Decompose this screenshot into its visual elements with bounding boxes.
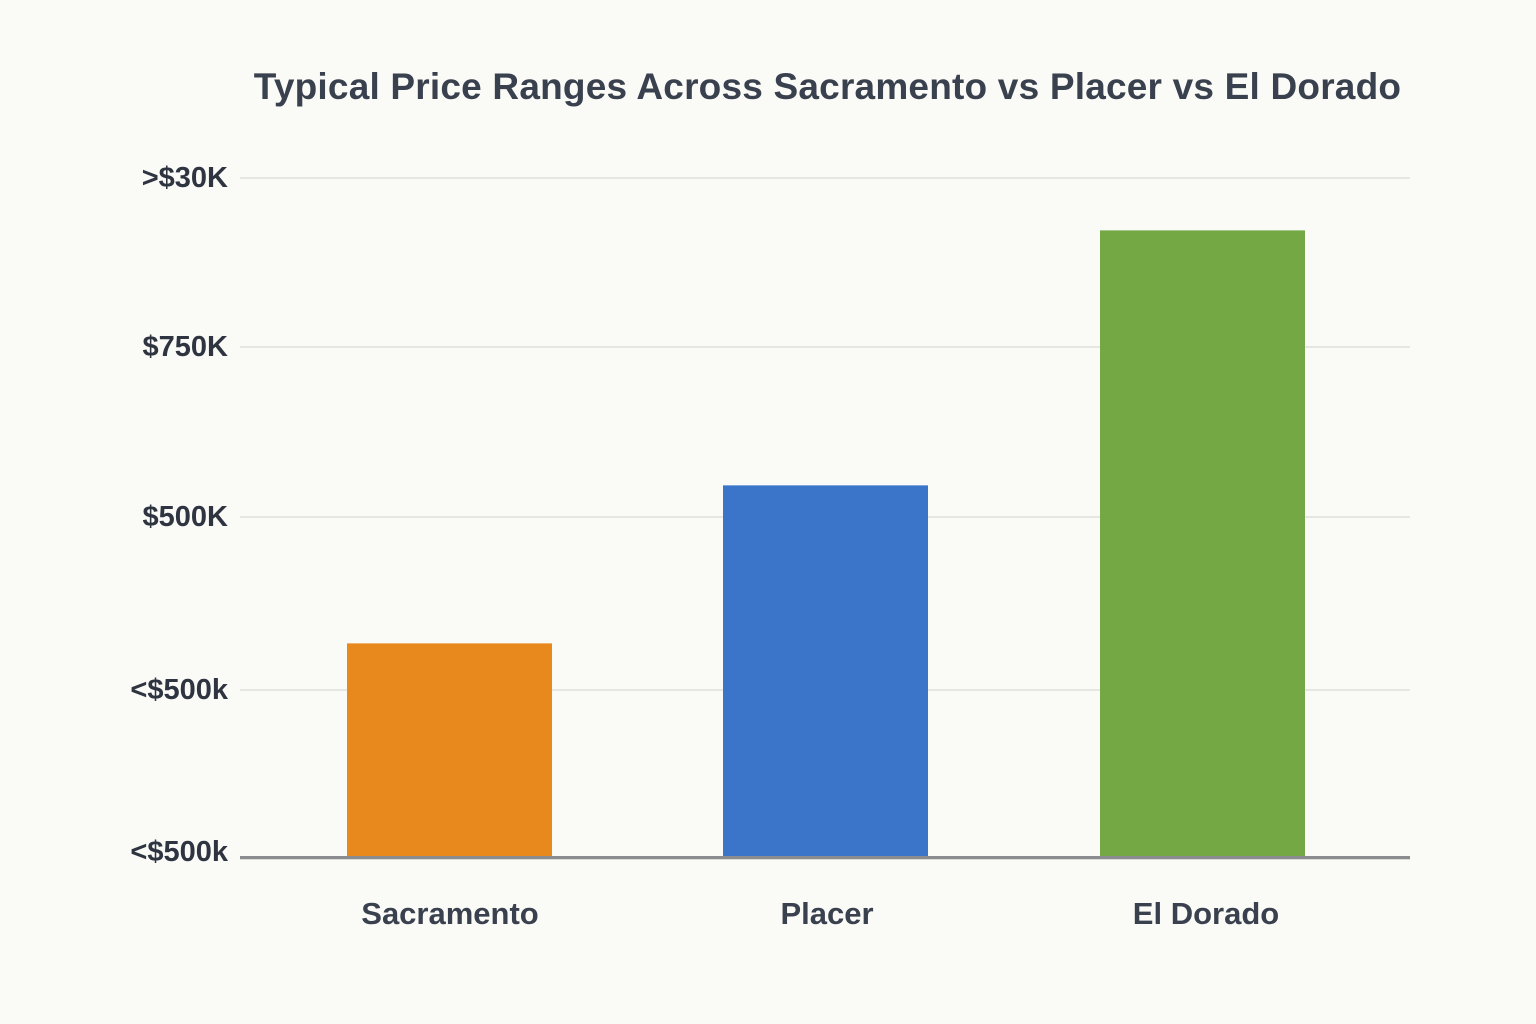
y-tick-label-lt500k-base: <$500k <box>130 836 228 868</box>
y-tick-label-750k: $750K <box>142 331 228 363</box>
chart-title: Typical Price Ranges Across Sacramento v… <box>253 66 1402 107</box>
gridline-30k <box>240 177 1410 179</box>
bar-sacramento <box>347 643 552 857</box>
x-category-label-sacramento: Sacramento <box>361 896 539 931</box>
y-tick-label-30k: >$30K <box>141 162 228 194</box>
plot-area <box>240 0 1410 859</box>
bar-placer <box>723 485 928 857</box>
gridline-750k <box>240 346 1410 348</box>
x-category-label-placer: Placer <box>780 896 874 931</box>
y-tick-label-lt500k-mid: <$500k <box>130 674 228 706</box>
x-axis-line <box>240 856 1410 859</box>
y-tick-label-500k: $500K <box>142 501 228 533</box>
x-category-label-el-dorado: El Dorado <box>1132 896 1280 931</box>
bar-el-dorado <box>1100 230 1305 857</box>
